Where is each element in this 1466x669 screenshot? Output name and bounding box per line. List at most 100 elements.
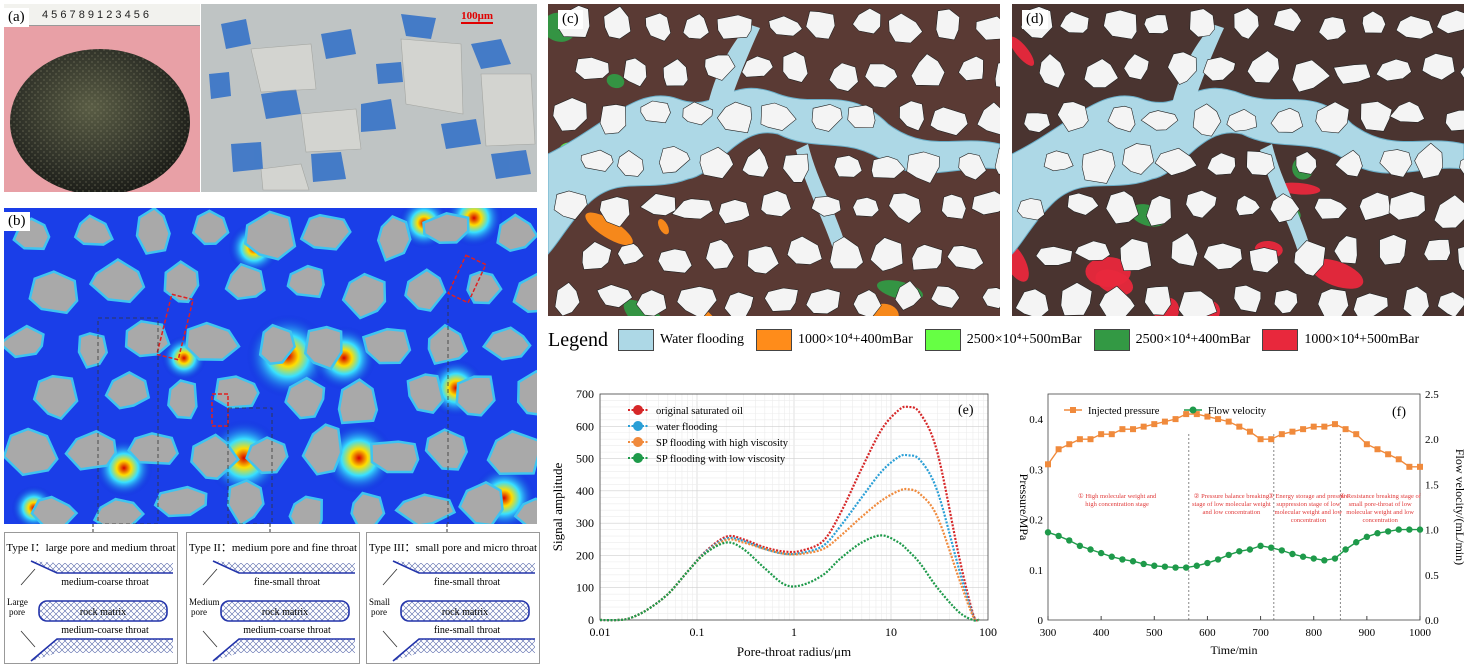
y-tick-label: 0.2 bbox=[1029, 515, 1043, 527]
data-point bbox=[1289, 428, 1296, 435]
data-point bbox=[1215, 416, 1222, 423]
y-tick-label: 200 bbox=[576, 548, 594, 562]
grain bbox=[370, 440, 420, 474]
grain bbox=[394, 493, 457, 524]
schematic-title: Type III：small pore and micro throat bbox=[368, 542, 538, 554]
data-point bbox=[1161, 563, 1169, 570]
data-point bbox=[1363, 441, 1370, 448]
grain bbox=[458, 481, 504, 524]
grain bbox=[1206, 152, 1236, 176]
x-tick-label: 100 bbox=[979, 625, 997, 639]
grain bbox=[1074, 240, 1111, 261]
data-point bbox=[1087, 546, 1094, 553]
grain bbox=[28, 270, 79, 315]
schematic-title: Type I：large pore and medium throat bbox=[6, 542, 176, 554]
data-point bbox=[1353, 539, 1360, 546]
y-tick-label: 400 bbox=[576, 484, 594, 498]
stage-annotation: ① High molecular weight and high concentr… bbox=[1078, 492, 1157, 508]
grain bbox=[1246, 150, 1275, 176]
grains bbox=[1015, 6, 1464, 316]
grain bbox=[422, 211, 470, 244]
core-sample bbox=[10, 49, 190, 192]
grain bbox=[77, 332, 109, 369]
data-point bbox=[1119, 556, 1126, 563]
grain bbox=[946, 245, 984, 271]
panel-a-core-photo: 4 5 6 7 8 9 1 2 3 4 5 6 (a) bbox=[4, 4, 200, 192]
legend-marker bbox=[633, 453, 643, 463]
data-point bbox=[1299, 553, 1307, 560]
legend-label: 2500×10⁴+500mBar bbox=[966, 332, 1082, 347]
data-point bbox=[1353, 431, 1360, 438]
grain bbox=[617, 243, 645, 266]
y-right-tick-label: 0.5 bbox=[1425, 570, 1439, 582]
data-point bbox=[1066, 441, 1073, 448]
grain bbox=[1060, 282, 1093, 316]
grain bbox=[805, 10, 836, 40]
legend-entry: Injected pressure bbox=[1088, 406, 1160, 417]
grain bbox=[760, 102, 797, 131]
grain bbox=[1333, 63, 1372, 85]
x-tick-label: 1 bbox=[791, 625, 797, 639]
data-point bbox=[1257, 436, 1264, 443]
x-tick-label: 600 bbox=[1199, 627, 1216, 639]
chart-e: 0.01 0.1 1 10 100 0 100 200 300 400 500 600 700 Pore-… bbox=[550, 387, 997, 659]
schematic-label: rock matrix bbox=[80, 607, 126, 618]
data-point bbox=[1087, 436, 1094, 443]
panel-e-label: (e) bbox=[958, 403, 974, 418]
grain bbox=[911, 244, 943, 271]
grain bbox=[226, 479, 265, 524]
grain bbox=[1295, 151, 1317, 175]
grain bbox=[224, 262, 266, 301]
panel-d-micromodel: (d) bbox=[1012, 4, 1464, 316]
grain bbox=[724, 291, 754, 316]
y-axis-label: Pressure/MPa bbox=[1017, 474, 1031, 541]
data-point bbox=[1395, 526, 1402, 533]
data-point bbox=[1321, 557, 1328, 564]
data-point bbox=[1076, 542, 1084, 550]
grain bbox=[639, 193, 676, 216]
x-tick-label: 500 bbox=[1146, 627, 1163, 639]
b-leader-lines bbox=[92, 524, 448, 534]
y-right-axis-label: Flow velocity/(mL/min) bbox=[1453, 449, 1466, 565]
grain bbox=[1388, 191, 1426, 221]
data-point bbox=[1172, 416, 1179, 423]
grain bbox=[811, 104, 843, 132]
grain bbox=[676, 286, 718, 316]
data-point bbox=[1172, 564, 1179, 571]
thin-section-grains bbox=[201, 4, 537, 192]
grain bbox=[1379, 234, 1407, 266]
data-point bbox=[1044, 529, 1052, 536]
grain bbox=[4, 427, 59, 477]
grain bbox=[427, 323, 469, 366]
data-point bbox=[1374, 530, 1381, 537]
grain bbox=[1081, 148, 1116, 184]
micromodel-d bbox=[1012, 6, 1464, 316]
legend-label: 1000×10⁴+500mBar bbox=[1304, 332, 1420, 347]
y-right-tick-label: 2.5 bbox=[1425, 389, 1439, 401]
grain bbox=[1360, 101, 1393, 132]
legend-entry: SP flooding with high viscosity bbox=[656, 438, 789, 449]
grain bbox=[284, 376, 326, 420]
grain bbox=[1185, 190, 1218, 219]
data-point bbox=[1214, 556, 1222, 563]
grain bbox=[599, 196, 631, 228]
legend-swatch bbox=[1093, 329, 1130, 351]
micromodel-c bbox=[548, 5, 1000, 316]
data-point bbox=[1417, 463, 1423, 470]
grain bbox=[1017, 198, 1045, 221]
x-tick-label: 700 bbox=[1252, 627, 1269, 639]
data-point bbox=[1055, 532, 1062, 540]
grain bbox=[894, 280, 922, 311]
legend-entry: water flooding bbox=[656, 422, 718, 433]
residual-blob bbox=[606, 73, 625, 89]
grain bbox=[124, 319, 171, 358]
grain bbox=[466, 270, 503, 305]
grain bbox=[64, 429, 118, 471]
grain bbox=[1457, 246, 1464, 271]
grain bbox=[805, 288, 841, 315]
schematic-label: medium-coarse throat bbox=[61, 577, 149, 588]
panel-f-label: (f) bbox=[1392, 405, 1406, 420]
data-point bbox=[1406, 526, 1413, 533]
grain bbox=[1144, 285, 1172, 316]
grain bbox=[747, 245, 780, 275]
